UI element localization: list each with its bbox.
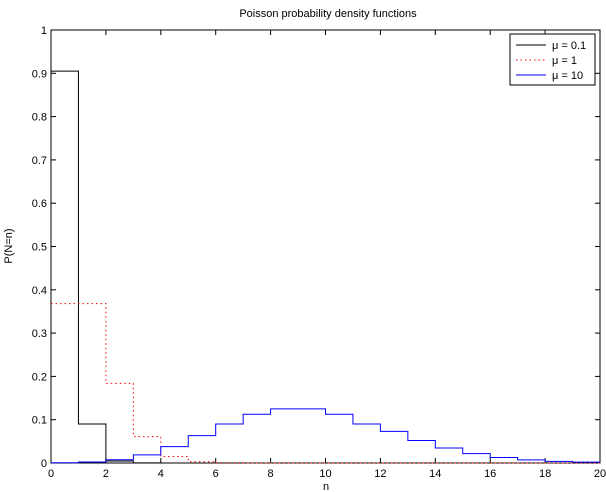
y-tick-label: 0.8	[32, 112, 47, 124]
series-line-2	[51, 303, 600, 464]
x-tick-label: 8	[268, 468, 274, 480]
x-tick-label: 6	[213, 468, 219, 480]
legend-label-3: μ = 10	[552, 70, 583, 82]
legend-box	[509, 33, 596, 86]
chart-title: Poisson probability density functions	[239, 8, 417, 20]
plot-area-frame	[50, 29, 601, 464]
legend-label-2: μ = 1	[552, 55, 577, 67]
y-tick-label: 0.9	[32, 68, 47, 80]
series-layer	[51, 70, 600, 464]
x-tick-label: 0	[48, 468, 54, 480]
y-tick-label: 0.5	[32, 242, 47, 254]
series-line-3	[51, 408, 600, 464]
y-tick-label: 0.2	[32, 371, 47, 383]
x-tick-label: 4	[158, 468, 164, 480]
y-tick-label: 0.7	[32, 155, 47, 167]
x-tick-label: 14	[429, 468, 441, 480]
x-tick-label: 10	[319, 468, 331, 480]
legend: μ = 0.1 μ = 1 μ = 10	[509, 33, 596, 86]
y-tick-label: 0.6	[32, 198, 47, 210]
x-tick-label: 20	[594, 468, 606, 480]
x-tick-label: 18	[539, 468, 551, 480]
axes: 0 2 4 6 8 10 12 14 16 18 20 0 0.1 0.2 0.3 0.4 0.5 0.6 0.7 0…	[32, 25, 606, 480]
y-tick-label: 0.4	[32, 285, 47, 297]
x-tick-label: 12	[374, 468, 386, 480]
y-tick-label: 0.1	[32, 415, 47, 427]
x-tick-label: 16	[484, 468, 496, 480]
legend-label-1: μ = 0.1	[552, 40, 586, 52]
x-axis-title: n	[323, 481, 329, 492]
x-tick-label: 2	[103, 468, 109, 480]
y-tick-label: 0	[41, 458, 47, 470]
y-tick-label: 0.3	[32, 328, 47, 340]
y-axis-title: P(N=n)	[3, 228, 15, 263]
y-tick-label: 1	[41, 25, 47, 37]
